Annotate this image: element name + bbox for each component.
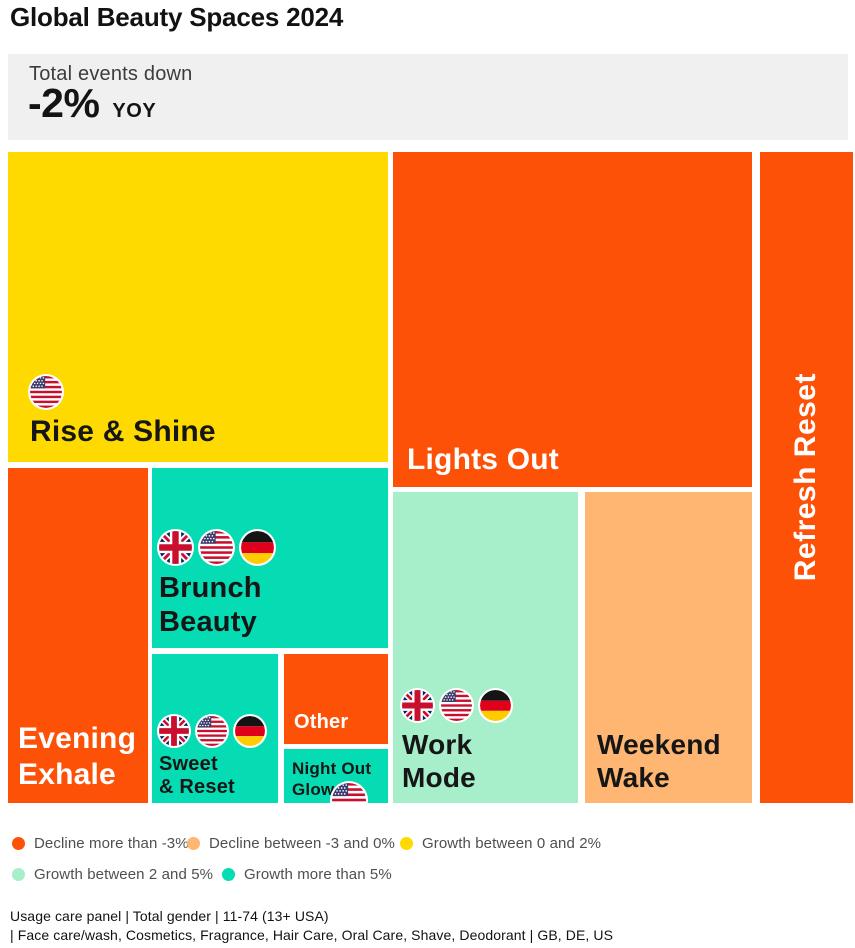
tile-other[interactable]: Other bbox=[284, 654, 388, 744]
summary-banner-suffix: YOY bbox=[112, 100, 157, 122]
flag-de-svg bbox=[241, 530, 274, 564]
legend-label: Growth more than 5% bbox=[244, 866, 392, 883]
tile-label: Refresh Reset bbox=[789, 373, 823, 582]
tile-weekend-wake[interactable]: Weekend Wake bbox=[585, 492, 752, 803]
legend-item-growth_2_5: Growth between 2 and 5% bbox=[12, 866, 213, 883]
flag-us-icon bbox=[30, 376, 62, 409]
legend-item-decline_0_3: Decline between -3 and 0% bbox=[187, 835, 395, 852]
legend-item-decline_more_3: Decline more than -3% bbox=[12, 835, 189, 852]
flag-de-icon bbox=[480, 689, 511, 721]
summary-banner: Total events down -2% YOY bbox=[8, 54, 848, 140]
tile-label: Night Out Glow bbox=[292, 759, 372, 799]
flag-de-svg bbox=[480, 689, 511, 721]
tile-evening-exhale[interactable]: Evening Exhale bbox=[8, 468, 148, 803]
flag-row bbox=[159, 716, 265, 747]
flag-de-icon bbox=[235, 716, 265, 747]
tile-label: Weekend Wake bbox=[597, 728, 721, 793]
flag-us-svg bbox=[30, 376, 62, 409]
page-title: Global Beauty Spaces 2024 bbox=[10, 2, 344, 32]
tile-label: Other bbox=[294, 710, 349, 733]
flag-row bbox=[159, 530, 274, 564]
legend-label: Growth between 0 and 2% bbox=[422, 835, 602, 852]
flag-row bbox=[402, 689, 511, 721]
legend-dot bbox=[12, 837, 25, 850]
tile-label: Lights Out bbox=[407, 443, 559, 477]
flag-gb-svg bbox=[159, 716, 189, 747]
legend-label: Decline more than -3% bbox=[34, 835, 189, 852]
summary-banner-label: Total events down bbox=[29, 63, 193, 85]
legend-label: Growth between 2 and 5% bbox=[34, 866, 214, 883]
footnote-line-2: | Face care/wash, Cosmetics, Fragrance, … bbox=[10, 926, 614, 943]
flag-row bbox=[30, 376, 216, 409]
flag-de-svg bbox=[235, 716, 265, 747]
flag-de-icon bbox=[241, 530, 274, 564]
flag-gb-svg bbox=[402, 689, 433, 721]
flag-gb-icon bbox=[159, 530, 192, 564]
tile-rise-shine[interactable]: Rise & Shine bbox=[8, 152, 388, 462]
flag-us-svg bbox=[200, 530, 233, 564]
flag-gb-icon bbox=[159, 716, 189, 747]
flag-us-icon bbox=[441, 689, 472, 721]
tile-lights-out[interactable]: Lights Out bbox=[393, 152, 752, 487]
tile-night-out-glow[interactable]: Night Out Glow bbox=[284, 749, 388, 803]
legend-dot bbox=[187, 837, 200, 850]
tile-label: Work Mode bbox=[402, 728, 476, 793]
footnote: Usage care panel | Total gender | 11-74 … bbox=[10, 907, 613, 944]
flag-us-svg bbox=[332, 783, 366, 803]
flag-us-icon bbox=[332, 783, 366, 803]
flag-us-icon bbox=[200, 530, 233, 564]
tile-label: Sweet & Reset bbox=[159, 753, 235, 798]
tile-label: Brunch Beauty bbox=[159, 571, 262, 638]
flag-gb-svg bbox=[159, 530, 192, 564]
legend-dot bbox=[12, 868, 25, 881]
flag-gb-icon bbox=[402, 689, 433, 721]
tile-label: Rise & Shine bbox=[30, 415, 216, 449]
treemap: Rise & Shine Lights Out Refresh Reset Eveni… bbox=[8, 152, 853, 803]
flag-us-icon bbox=[197, 716, 227, 747]
footnote-line-1: Usage care panel | Total gender | 11-74 … bbox=[10, 908, 329, 924]
legend-item-growth_5_plus: Growth more than 5% bbox=[222, 866, 392, 883]
legend-item-growth_0_2: Growth between 0 and 2% bbox=[400, 835, 601, 852]
tile-work-mode[interactable]: Work Mode bbox=[393, 492, 578, 803]
tile-brunch-beauty[interactable]: Brunch Beauty bbox=[152, 468, 388, 648]
legend-dot bbox=[222, 868, 235, 881]
tile-refresh-reset[interactable]: Refresh Reset bbox=[760, 152, 853, 803]
legend-dot bbox=[400, 837, 413, 850]
flag-us-svg bbox=[197, 716, 227, 747]
legend-label: Decline between -3 and 0% bbox=[209, 835, 395, 852]
tile-label: Evening Exhale bbox=[18, 722, 137, 791]
flag-us-svg bbox=[441, 689, 472, 721]
tile-sweet-reset[interactable]: Sweet & Reset bbox=[152, 654, 278, 803]
summary-banner-value-row: -2% YOY bbox=[28, 80, 156, 127]
summary-banner-value: -2% bbox=[28, 80, 100, 126]
